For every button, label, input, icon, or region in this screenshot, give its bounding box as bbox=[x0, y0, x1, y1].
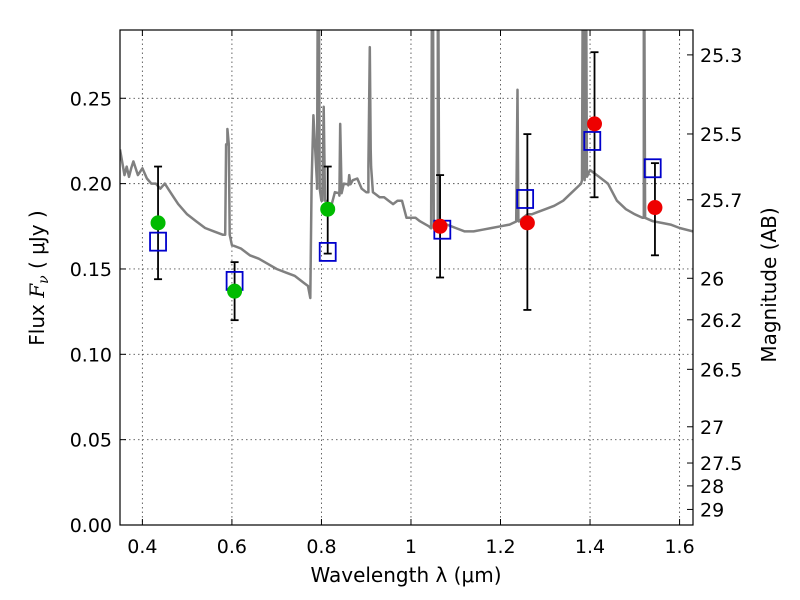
model-band-square bbox=[583, 131, 602, 151]
magnitude-tick-label: 25.5 bbox=[700, 124, 742, 146]
observed-markers bbox=[150, 116, 663, 299]
y-axis-title-symbol: F bbox=[25, 283, 49, 299]
y-axis-title-subscript: ν bbox=[36, 275, 52, 284]
observed-point-infrared bbox=[587, 116, 603, 132]
observed-point-infrared bbox=[647, 200, 663, 216]
magnitude-tick-label: 26.5 bbox=[700, 359, 742, 381]
x-tick-label: 0.6 bbox=[217, 536, 247, 558]
x-axis-title: Wavelength λ (μm) bbox=[310, 563, 501, 587]
magnitude-tick-label: 29 bbox=[700, 499, 724, 521]
plot-frame bbox=[119, 29, 694, 526]
observed-point-optical bbox=[227, 283, 243, 299]
model-band-square bbox=[318, 241, 337, 262]
spectrum-layer bbox=[120, 30, 693, 300]
model-band-square bbox=[149, 231, 167, 252]
model-spectrum-line bbox=[120, 30, 693, 300]
y-tick-label: 0.00 bbox=[70, 515, 112, 537]
y-tick-label: 0.25 bbox=[70, 88, 112, 110]
magnitude-axis-title: Magnitude (AB) bbox=[757, 207, 781, 362]
observed-point-optical bbox=[320, 201, 336, 217]
model-band-square bbox=[643, 158, 662, 179]
y-axis-title-prefix: Flux bbox=[25, 298, 49, 346]
observed-point-infrared bbox=[519, 215, 535, 231]
magnitude-tick-label: 27 bbox=[700, 417, 724, 439]
model-band-square bbox=[516, 189, 535, 209]
magnitude-tick-label: 27.5 bbox=[700, 453, 742, 475]
magnitude-tick-label: 25.7 bbox=[700, 190, 742, 212]
y-tick-label: 0.10 bbox=[70, 344, 112, 366]
x-tick-label: 1.6 bbox=[664, 536, 694, 558]
magnitude-tick-label: 26.2 bbox=[700, 310, 742, 332]
y-tick-label: 0.05 bbox=[70, 430, 112, 452]
magnitude-tick-label: 26 bbox=[700, 268, 724, 290]
observed-point-optical bbox=[150, 215, 166, 231]
grid-lines bbox=[120, 30, 693, 526]
x-tick-label: 1.2 bbox=[485, 536, 515, 558]
magnitude-tick-label: 28 bbox=[700, 476, 724, 498]
x-axis-ticks: 0.4 0.6 0.8 1 1.2 1.4 1.6 bbox=[127, 30, 695, 558]
y-axis-title: Flux Fν ( μJy ) bbox=[25, 210, 52, 345]
y-axis-ticks: 0.00 0.05 0.10 0.15 0.20 0.25 bbox=[70, 88, 126, 537]
y-axis-title-unit: ( μJy ) bbox=[25, 210, 49, 275]
x-tick-label: 0.8 bbox=[306, 536, 336, 558]
magnitude-tick-label: 25.3 bbox=[700, 45, 742, 67]
x-tick-label: 1.4 bbox=[575, 536, 605, 558]
y-tick-label: 0.15 bbox=[70, 259, 112, 281]
y-tick-label: 0.20 bbox=[70, 174, 112, 196]
observed-point-infrared bbox=[432, 218, 448, 234]
x-tick-label: 1 bbox=[405, 536, 417, 558]
x-tick-label: 0.4 bbox=[127, 536, 157, 558]
